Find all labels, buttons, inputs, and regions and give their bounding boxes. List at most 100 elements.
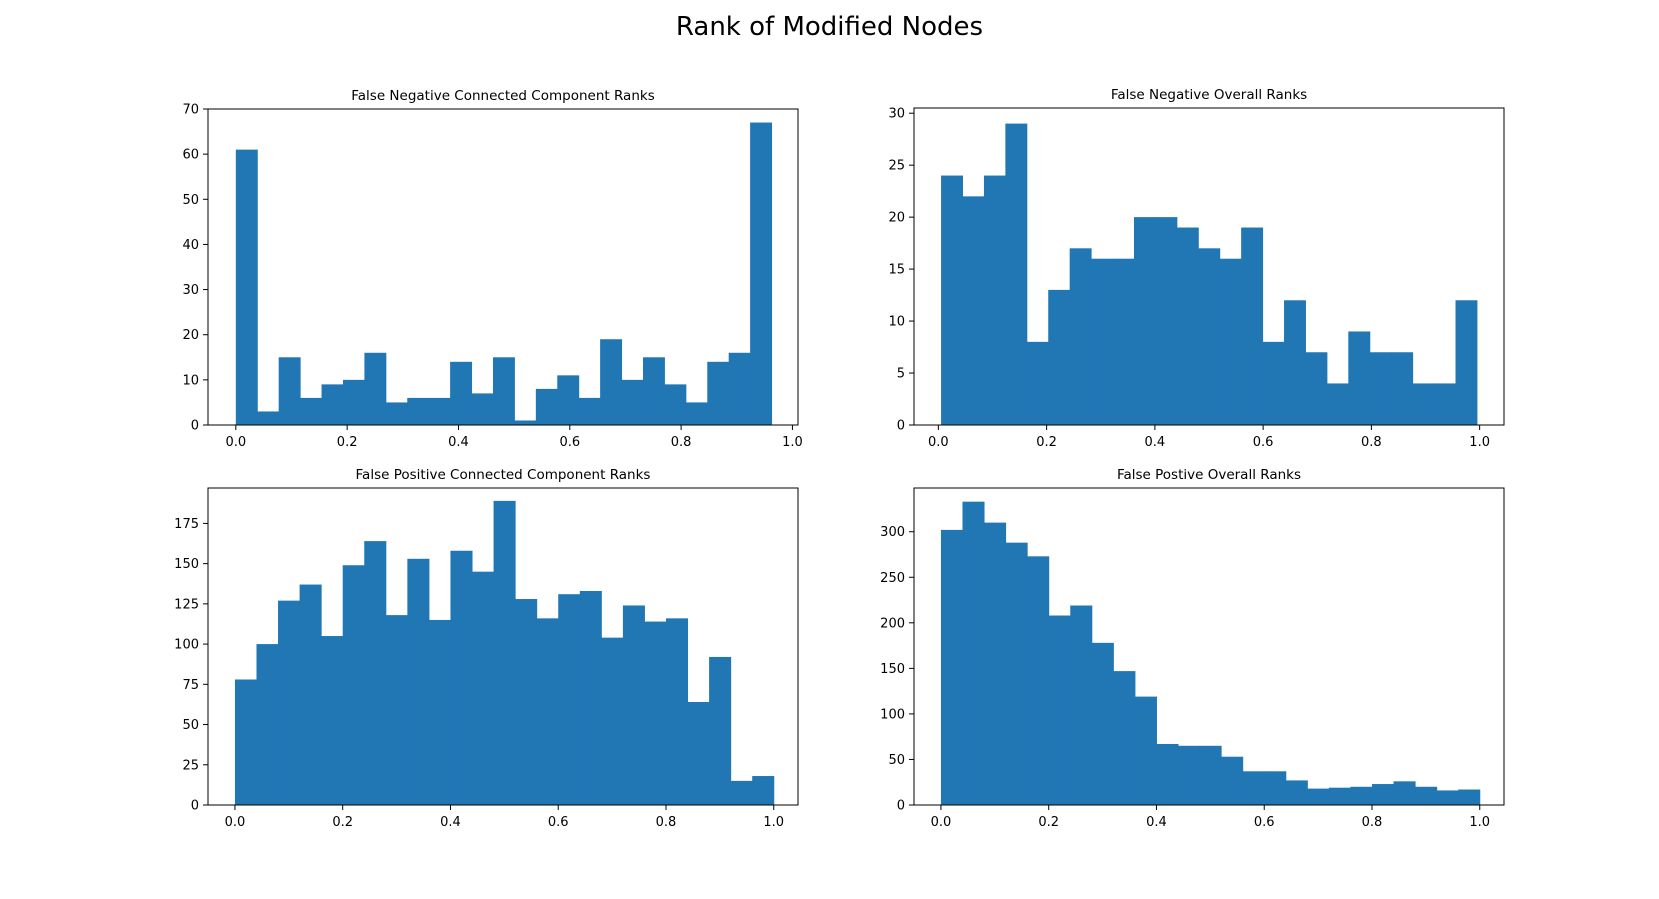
histogram-bar xyxy=(364,541,387,805)
histogram-bar xyxy=(234,679,257,805)
x-tick-label: 0.8 xyxy=(671,435,692,450)
histogram-bar xyxy=(642,357,665,425)
histogram-bar xyxy=(1221,756,1244,805)
histogram-bar xyxy=(1328,787,1351,805)
histogram-bar xyxy=(578,397,601,425)
histogram-bar xyxy=(621,379,644,425)
histogram-bar xyxy=(1348,331,1371,425)
histogram-bar xyxy=(256,644,279,805)
histogram-bar xyxy=(1412,383,1435,425)
y-tick-label: 100 xyxy=(880,707,905,722)
y-tick-label: 250 xyxy=(880,571,905,586)
subplot-title: False Negative Connected Component Ranks xyxy=(351,88,654,104)
histogram-bar xyxy=(1434,383,1457,425)
y-tick-label: 30 xyxy=(182,283,199,298)
histogram-bar xyxy=(1156,743,1179,805)
histogram-bar xyxy=(492,357,515,425)
y-tick-label: 0 xyxy=(897,799,905,814)
histogram-bar xyxy=(1307,788,1330,805)
histogram-bar xyxy=(493,500,516,805)
histogram-bar xyxy=(450,550,473,805)
histogram-bar xyxy=(407,397,430,425)
histogram-bar xyxy=(1176,227,1199,425)
histogram-bar xyxy=(1436,790,1459,805)
y-tick-label: 20 xyxy=(182,328,199,343)
histogram-bar xyxy=(342,379,365,425)
histogram-bar xyxy=(1155,217,1178,425)
y-tick-label: 10 xyxy=(888,315,905,330)
y-tick-label: 150 xyxy=(174,557,199,572)
histogram-bar xyxy=(1133,217,1156,425)
histogram-bar xyxy=(428,619,451,805)
histogram-bar xyxy=(450,361,473,425)
histogram-bar xyxy=(940,529,963,805)
histogram-bar xyxy=(1198,248,1221,425)
y-tick-label: 10 xyxy=(182,373,199,388)
histogram-bar xyxy=(472,571,495,805)
histogram-bar xyxy=(1113,671,1136,805)
histogram-bar xyxy=(1178,745,1201,805)
x-tick-label: 0.0 xyxy=(225,815,246,830)
y-tick-label: 0 xyxy=(191,799,199,814)
x-tick-label: 0.0 xyxy=(928,435,949,450)
y-tick-label: 75 xyxy=(182,678,199,693)
x-tick-label: 0.6 xyxy=(1254,815,1275,830)
histogram-bar xyxy=(1242,771,1265,805)
axes-frame xyxy=(207,487,799,806)
histogram-bar xyxy=(1369,352,1392,425)
histogram-bar xyxy=(407,558,430,805)
histogram-bar xyxy=(557,375,580,425)
histogram-bar xyxy=(730,780,753,805)
histogram-bar xyxy=(1112,258,1135,425)
histogram-bar xyxy=(1285,780,1308,805)
y-tick-label: 175 xyxy=(174,517,199,532)
histogram-bar xyxy=(962,196,985,425)
y-tick-label: 25 xyxy=(888,159,905,174)
x-tick-label: 0.4 xyxy=(1146,815,1167,830)
y-tick-label: 100 xyxy=(174,638,199,653)
y-tick-label: 50 xyxy=(888,753,905,768)
histogram-bar xyxy=(707,361,730,425)
x-tick-label: 0.0 xyxy=(225,435,246,450)
subplot-title: False Negative Overall Ranks xyxy=(1111,87,1307,103)
x-tick-label: 0.8 xyxy=(1361,435,1382,450)
x-tick-label: 0.8 xyxy=(1362,815,1383,830)
histogram-bar xyxy=(385,402,408,425)
histogram-bar xyxy=(600,339,623,425)
histogram-bar xyxy=(1241,227,1264,425)
histogram-bar xyxy=(1326,383,1349,425)
histogram-bar xyxy=(709,656,732,805)
histogram-bar xyxy=(685,402,708,425)
histogram-bar xyxy=(1026,341,1049,425)
histogram-bar xyxy=(471,393,494,425)
histogram-bar xyxy=(752,776,775,805)
y-tick-label: 50 xyxy=(182,718,199,733)
histogram-bar xyxy=(1415,786,1438,805)
histogram-bar xyxy=(1070,605,1093,805)
subplot-4: False Postive Overall Ranks 0.0 0.2 0.4 0.6 0… xyxy=(880,467,1505,830)
histogram-bar xyxy=(1069,248,1092,425)
y-tick-label: 25 xyxy=(182,758,199,773)
histogram-bar xyxy=(983,175,1006,425)
histogram-bar xyxy=(428,397,451,425)
x-tick-label: 0.4 xyxy=(448,435,469,450)
y-tick-label: 30 xyxy=(888,107,905,122)
histogram-bar xyxy=(1219,258,1242,425)
figure-title: Rank of Modified Nodes xyxy=(675,12,984,42)
x-tick-label: 0.2 xyxy=(332,815,353,830)
y-tick-label: 70 xyxy=(182,103,199,118)
histogram-bar xyxy=(1393,781,1416,805)
histogram-bar xyxy=(1264,771,1287,805)
x-tick-label: 0.8 xyxy=(656,815,677,830)
histogram-bar xyxy=(278,600,301,805)
histogram-bar xyxy=(535,388,558,425)
histogram-bar xyxy=(235,149,258,425)
axes-frame xyxy=(207,108,799,426)
x-tick-label: 1.0 xyxy=(763,815,784,830)
histogram-bar xyxy=(750,122,773,426)
histogram-bar xyxy=(664,384,687,425)
y-tick-label: 0 xyxy=(191,419,199,434)
histogram-bar xyxy=(558,594,581,805)
y-tick-label: 200 xyxy=(880,616,905,631)
